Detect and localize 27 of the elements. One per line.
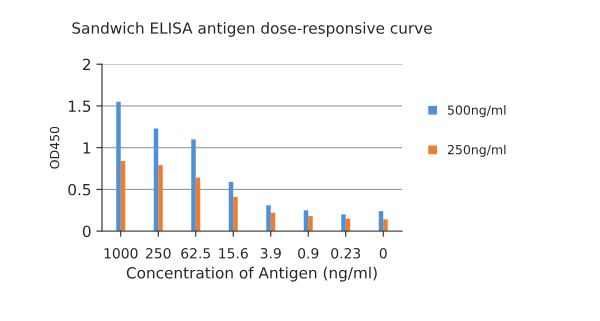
bar	[154, 128, 158, 232]
bar	[266, 205, 271, 232]
y-axis-title: OD450	[50, 126, 60, 169]
x-tick-label: 3.9	[260, 248, 281, 259]
bar	[304, 210, 308, 232]
bar	[116, 102, 121, 232]
bar	[158, 165, 163, 232]
x-tick-label: 62.5	[181, 248, 210, 259]
y-tick-label: 0.5	[68, 184, 90, 196]
y-tick-label: 1.5	[68, 100, 90, 112]
x-tick-label: 0.9	[298, 248, 318, 259]
legend-label: 500ng/ml	[448, 105, 506, 118]
chart-title: Sandwich ELISA antigen dose-responsive curve	[72, 22, 432, 37]
x-tick-label: 0	[380, 248, 387, 259]
bar	[228, 182, 234, 232]
legend-label: 250ng/ml	[448, 144, 506, 157]
x-tick-label: 250	[146, 248, 171, 259]
bar	[378, 211, 384, 232]
y-tick-label: 1	[84, 142, 90, 154]
y-tick-label: 0	[82, 226, 91, 238]
bar	[191, 139, 196, 232]
x-tick-label: 15.6	[219, 248, 248, 259]
x-tick-label: 0.23	[331, 248, 360, 259]
y-tick-label: 2	[82, 58, 90, 70]
x-axis-title: Concentration of Antigen (ng/ml)	[126, 266, 377, 282]
x-tick-label: 1000	[104, 248, 138, 259]
bar	[341, 214, 346, 232]
